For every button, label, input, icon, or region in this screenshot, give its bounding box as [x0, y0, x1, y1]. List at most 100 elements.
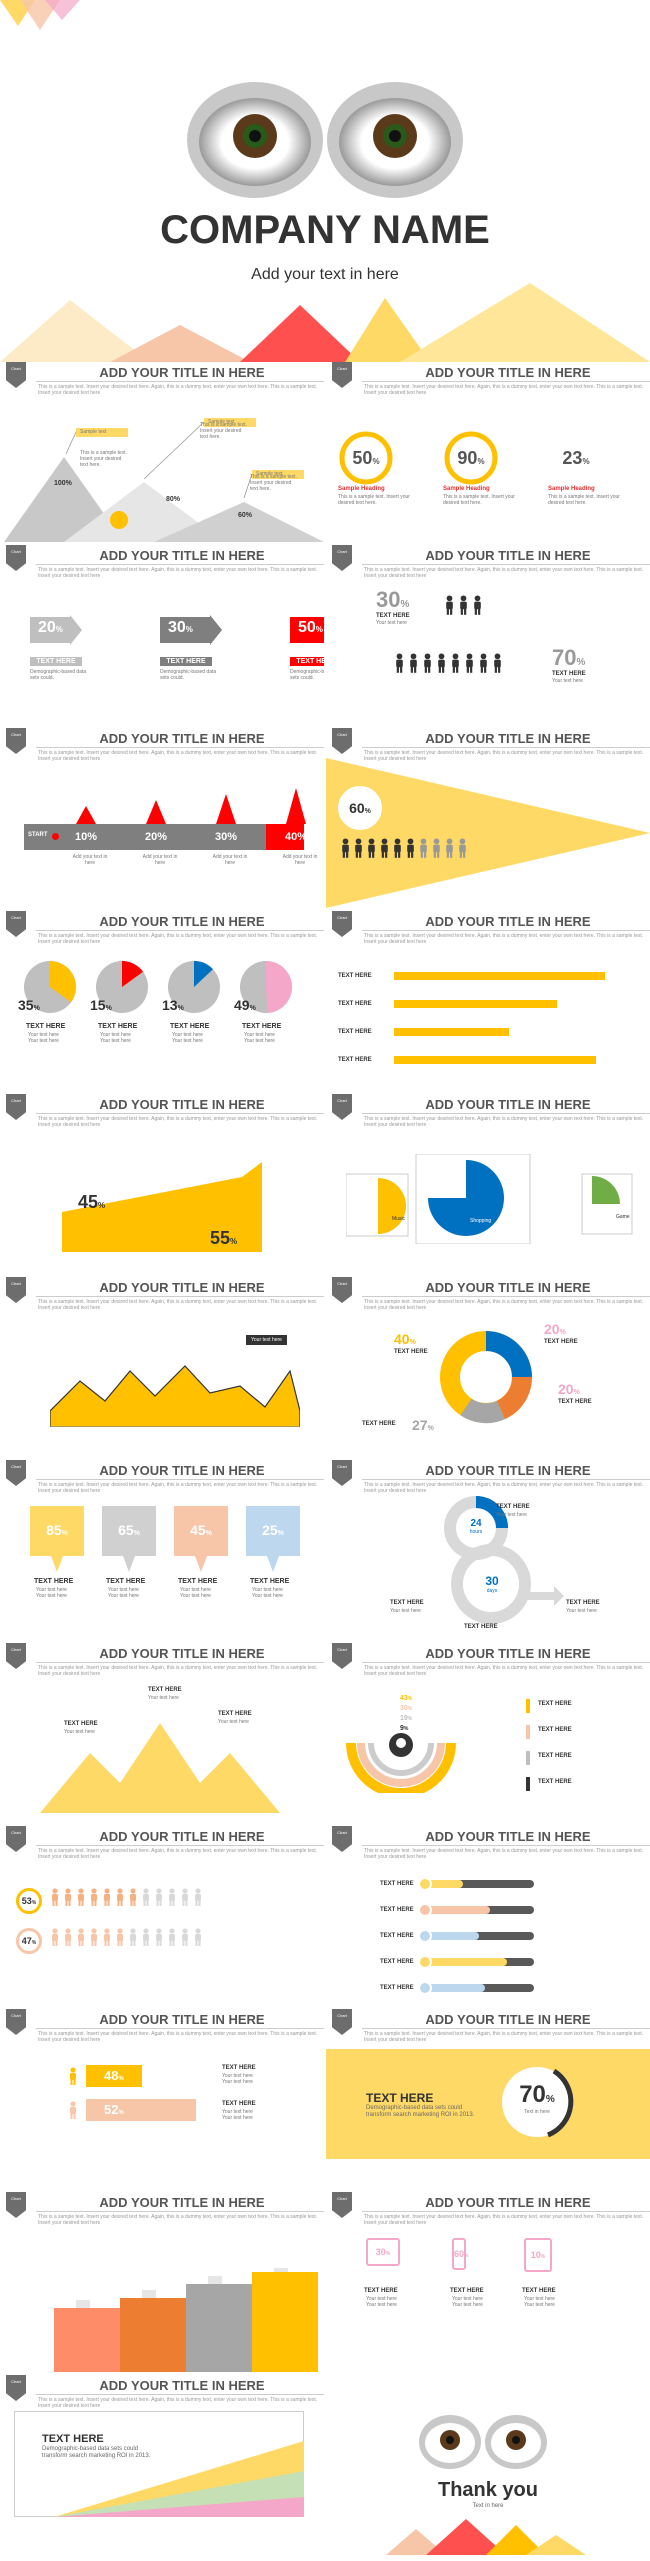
person-icon [446, 838, 453, 858]
tag-card [174, 1506, 228, 1572]
bottom-caption: Your text here [552, 678, 583, 684]
pie-value: 49% [234, 997, 256, 1013]
person-icon [156, 1928, 162, 1946]
thankyou-mountains [386, 2519, 586, 2555]
line-area-tag: Your text here [246, 1335, 287, 1345]
person-icon [52, 1928, 58, 1946]
panel-title: ADD YOUR TITLE IN HERE [425, 731, 591, 746]
cycle-label-b: TEXT HERE [390, 1600, 424, 1606]
tag-card-label: TEXT HERE [106, 1578, 146, 1585]
person-icon [452, 653, 459, 673]
eyes-logo [187, 82, 463, 198]
slider-track [424, 1880, 534, 1888]
panel-subtitle: This is a sample text. Insert your desir… [364, 933, 644, 945]
panel-half-rings: Chart ADD YOUR TITLE IN HERE This is a s… [326, 1643, 650, 1823]
panel-subtitle: This is a sample text. Insert your desir… [38, 933, 318, 945]
chart-badge: Chart [6, 911, 26, 937]
person-icon [117, 1888, 123, 1906]
panel-title: ADD YOUR TITLE IN HERE [425, 1463, 591, 1478]
hbar-label: TEXT HERE [338, 1057, 372, 1063]
cycle-caption-a: Your text here [496, 1512, 527, 1518]
peak-label: TEXT HERE [64, 1721, 98, 1727]
tag-card [102, 1506, 156, 1572]
person-icon [78, 1888, 84, 1906]
arrow-tag: TEXT HERE [290, 657, 324, 666]
panel-subtitle: This is a sample text. Insert your desir… [364, 1299, 644, 1311]
arrow-tag: TEXT HERE [160, 657, 212, 666]
top-value: 30% [376, 587, 410, 612]
gender-caption-a: Your text here [222, 2073, 253, 2079]
funnel-value-circle: 60% [338, 786, 382, 830]
panel-donut: Chart ADD YOUR TITLE IN HERE This is a s… [326, 1277, 650, 1457]
cover: COMPANY NAME Add your text in here [0, 0, 650, 362]
legend-label: TEXT HERE [538, 1727, 572, 1733]
spike-marker [286, 788, 306, 824]
chart-badge: Chart [6, 1643, 26, 1669]
person-icon [65, 1888, 71, 1906]
title-divider [362, 1296, 650, 1297]
panel-subtitle: This is a sample text. Insert your desir… [364, 750, 644, 762]
arrow-value: 50% [298, 619, 323, 636]
person-icon [169, 1888, 175, 1906]
slider-fill [424, 1906, 490, 1914]
ring-value: 23% [562, 448, 590, 468]
pie-caption: Your text here [100, 1038, 131, 1044]
panel-subtitle: This is a sample text. Insert your desir… [38, 2214, 318, 2226]
slider-track [424, 1932, 534, 1940]
panel-title: ADD YOUR TITLE IN HERE [425, 1646, 591, 1661]
spike-marker [146, 800, 166, 824]
thankyou-eyes [419, 2415, 547, 2469]
panel-title: ADD YOUR TITLE IN HERE [99, 1280, 265, 1295]
chart-badge: Chart [6, 728, 26, 754]
title-divider [36, 1296, 324, 1297]
person-icon [104, 1928, 110, 1946]
tag-card [246, 1506, 300, 1572]
person-icon [195, 1888, 201, 1906]
pie-value: 35% [18, 997, 40, 1013]
title-divider [362, 381, 650, 382]
chart-badge: Chart [6, 1094, 26, 1120]
layered-area [54, 2441, 304, 2517]
panel-title: ADD YOUR TITLE IN HERE [425, 1097, 591, 1112]
panel-cycle: Chart ADD YOUR TITLE IN HERE This is a s… [326, 1460, 650, 1640]
panel-people-30-70: Chart ADD YOUR TITLE IN HERE This is a s… [326, 545, 650, 725]
peaks-chart [40, 1723, 280, 1813]
trapezoid-area [62, 1162, 262, 1252]
start-label: START [28, 832, 48, 838]
panel-title: ADD YOUR TITLE IN HERE [425, 2195, 591, 2210]
panel-subtitle: This is a sample text. Insert your desir… [364, 567, 644, 579]
peak-label: TEXT HERE [218, 1711, 252, 1717]
person-icon [410, 653, 417, 673]
chart-badge: Chart [332, 728, 352, 754]
person-icon [420, 838, 427, 858]
panel-devices: Chart ADD YOUR TITLE IN HERE This is a s… [326, 2192, 650, 2372]
chart-badge: Chart [332, 1826, 352, 1852]
tag-card [30, 1506, 84, 1572]
mountain-note: This is a sample text. Insert your desir… [250, 474, 297, 492]
chart-badge: Chart [332, 911, 352, 937]
panel-thank-you: Chart ADD YOUR TITLE IN HERE This is a s… [326, 2375, 650, 2555]
donut-p4: 27% [412, 1417, 434, 1433]
pie-label: TEXT HERE [98, 1023, 138, 1030]
banner-heading: TEXT HERE [366, 2091, 434, 2105]
legend-swatch [526, 1751, 530, 1765]
title-divider [36, 2394, 324, 2395]
tag-card-value: 65% [118, 1522, 140, 1538]
title-divider [362, 930, 650, 931]
mountain-label: 80% [166, 496, 181, 503]
mountain-note: This is a sample text. Insert your desir… [200, 422, 247, 440]
ring-heading: Sample Heading [338, 486, 385, 492]
title-divider [362, 2211, 650, 2212]
ring-caption: This is a sample text. Insert your desir… [443, 494, 515, 506]
area-body: Demographic-based data sets could transf… [42, 2446, 151, 2459]
corner-triangles [0, 0, 80, 30]
cycle-hours: 24 hours [469, 1518, 483, 1535]
title-divider [36, 1113, 324, 1114]
mountain-tag: Sample text [80, 429, 107, 435]
gender-value-circle: 47% [16, 1928, 42, 1954]
step-caption: Add your text in here [212, 854, 248, 866]
chart-badge: Chart [6, 1826, 26, 1852]
panel-subtitle: This is a sample text. Insert your desir… [38, 1299, 318, 1311]
person-icon [480, 653, 487, 673]
mountain-tag: Sample text [208, 419, 235, 425]
